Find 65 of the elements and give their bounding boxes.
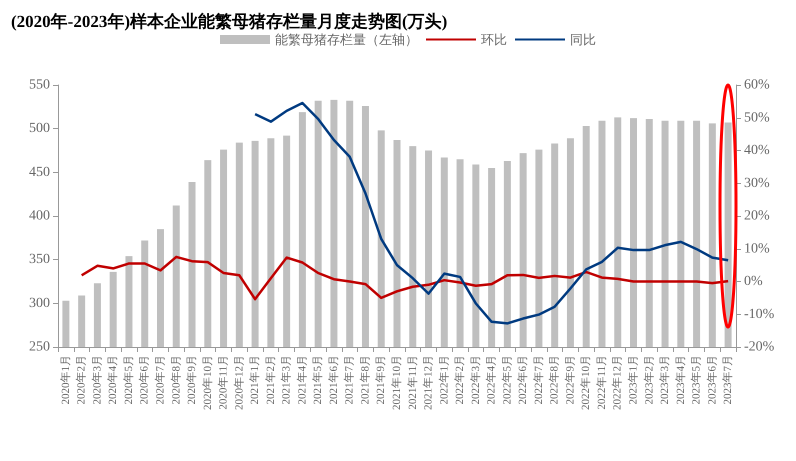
x-tick-label: 2021年5月 <box>312 355 324 404</box>
x-tick-label: 2021年9月 <box>375 355 388 404</box>
x-tick-label: 2022年12月 <box>612 355 624 410</box>
x-tick-label: 2021年2月 <box>264 355 277 404</box>
y2-tick-label: 0% <box>744 274 763 289</box>
line-series <box>254 102 730 325</box>
y2-tick-label: -20% <box>744 340 775 354</box>
x-tick-label: 2020年10月 <box>202 355 214 410</box>
x-tick-label: 2022年7月 <box>532 355 545 404</box>
x-tick-label: 2021年10月 <box>391 355 403 410</box>
x-tick-label: 2023年2月 <box>643 355 656 404</box>
x-tick-label: 2022年10月 <box>580 355 592 410</box>
x-tick-label: 2023年1月 <box>628 355 640 404</box>
x-tick-label: 2021年6月 <box>328 355 340 404</box>
line-series <box>80 256 730 300</box>
x-tick-label: 2021年3月 <box>280 355 293 404</box>
x-tick-label: 2020年2月 <box>76 355 88 404</box>
y2-tick-label: 50% <box>744 110 770 126</box>
y-tick-label: 350 <box>29 252 50 268</box>
y2-tick-label: 30% <box>744 176 770 191</box>
x-tick-label: 2022年11月 <box>596 355 608 410</box>
y2-tick-label: -10% <box>744 306 775 322</box>
y-tick-label: 400 <box>29 208 50 224</box>
x-tick-label: 2023年4月 <box>674 355 687 404</box>
x-tick-label: 2020年12月 <box>233 355 246 410</box>
y-tick-label: 250 <box>29 340 50 354</box>
y2-tick-label: 20% <box>744 208 770 224</box>
y2-tick-label: 40% <box>744 143 770 158</box>
x-tick-label: 2020年4月 <box>107 355 120 404</box>
y-tick-label: 550 <box>29 78 50 92</box>
x-tick-label: 2020年9月 <box>186 355 198 404</box>
x-tick-label: 2023年7月 <box>722 355 734 404</box>
x-tick-label: 2021年8月 <box>359 355 372 404</box>
x-tick-label: 2020年3月 <box>91 355 104 404</box>
x-tick-label: 2021年4月 <box>296 355 308 404</box>
x-tick-label: 2023年3月 <box>659 355 672 404</box>
x-tick-label: 2022年6月 <box>517 355 530 404</box>
x-tick-label: 2022年9月 <box>564 355 576 404</box>
y2-tick-label: 60% <box>744 78 770 92</box>
x-tick-label: 2021年7月 <box>344 355 356 404</box>
x-tick-label: 2020年6月 <box>138 355 151 404</box>
legend-label: 能繁母猪存栏量（左轴） <box>275 32 418 47</box>
x-tick-label: 2020年11月 <box>218 355 230 410</box>
x-tick-label: 2020年5月 <box>122 355 135 404</box>
x-tick-label: 2020年7月 <box>154 355 166 404</box>
y-tick-label: 450 <box>29 164 50 180</box>
y-tick-label: 300 <box>29 296 50 311</box>
x-tick-label: 2021年11月 <box>406 355 419 410</box>
x-tick-label: 2022年5月 <box>501 355 514 404</box>
x-tick-label: 2022年2月 <box>454 355 466 404</box>
x-tick-label: 2020年8月 <box>170 355 182 404</box>
x-tick-label: 2022年8月 <box>548 355 561 404</box>
x-tick-label: 2022年3月 <box>470 355 482 404</box>
x-tick-label: 2023年5月 <box>690 355 703 404</box>
x-tick-label: 2022年1月 <box>438 355 450 404</box>
x-tick-label: 2021年1月 <box>249 355 262 404</box>
y2-tick-label: 10% <box>744 241 770 256</box>
x-tick-label: 2021年12月 <box>422 355 435 410</box>
y-tick-label: 500 <box>29 121 50 136</box>
x-tick-label: 2022年4月 <box>486 355 498 404</box>
legend-label: 同比 <box>570 32 596 47</box>
chart-title: (2020年-2023年)样本企业能繁母猪存栏量月度走势图(万头) <box>11 12 448 31</box>
legend-label: 环比 <box>481 32 507 47</box>
x-tick-label: 2023年6月 <box>706 355 718 404</box>
x-tick-label: 2020年1月 <box>60 355 72 404</box>
